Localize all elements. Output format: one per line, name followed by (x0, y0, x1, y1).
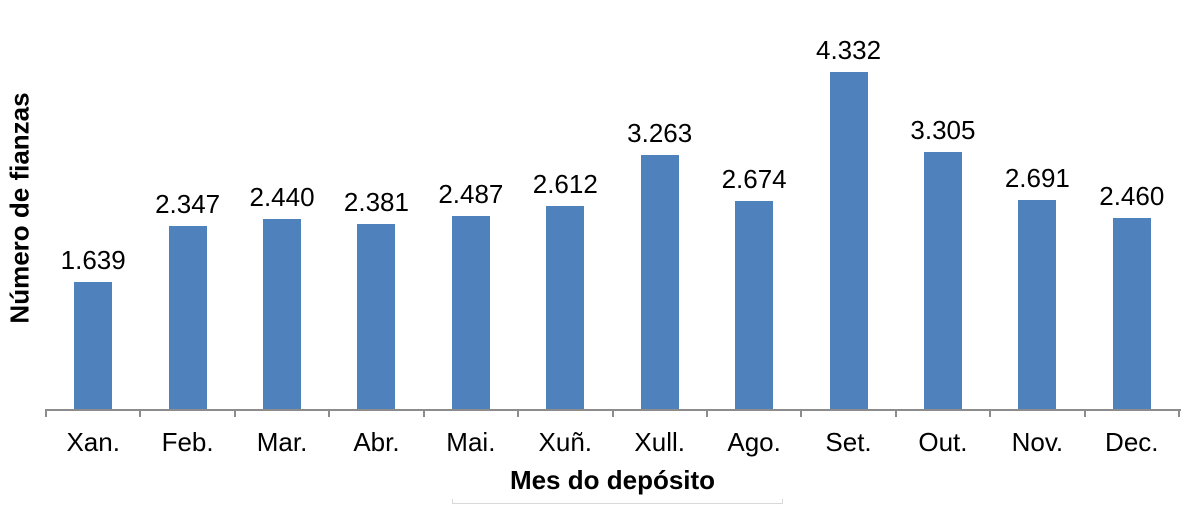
x-axis-tick (139, 409, 142, 417)
bottom-edge-artifact (452, 503, 783, 504)
bar (640, 155, 679, 409)
bar-value-label: 2.487 (438, 178, 504, 209)
bar-value-label: 2.612 (532, 168, 598, 199)
bar-value-label: 2.460 (1099, 180, 1165, 211)
bottom-edge-artifact-tick (782, 499, 783, 504)
bar-value-label: 3.305 (910, 114, 976, 145)
x-axis-tick-label: Nov. (1011, 427, 1064, 457)
x-axis-tick-label: Xan. (66, 427, 120, 457)
bar (74, 281, 113, 409)
x-axis-tick (517, 409, 520, 417)
x-axis-tick (45, 409, 47, 417)
x-axis-tick (894, 409, 897, 417)
bar (168, 226, 207, 409)
x-axis-title: Mes do depósito (509, 465, 716, 495)
x-axis-tick-label: Mar. (256, 427, 308, 457)
x-axis-tick-label: Mai. (446, 427, 496, 457)
x-axis-tick (328, 409, 331, 417)
x-axis-tick-label: Abr. (353, 427, 400, 457)
x-axis-tick-label: Xull. (634, 427, 685, 457)
bar-value-label: 2.440 (249, 182, 315, 213)
bar (1112, 217, 1151, 409)
x-axis-tick-label: Ago. (727, 427, 781, 457)
bar-value-label: 2.381 (343, 186, 409, 217)
x-axis-tick-label: Set. (825, 427, 872, 457)
x-axis-tick (1178, 409, 1180, 417)
x-axis-tick-label: Xuñ. (538, 427, 593, 457)
bar (735, 201, 774, 409)
x-axis-tick (989, 409, 992, 417)
bar (1018, 199, 1057, 409)
bar-value-label: 3.263 (627, 118, 693, 149)
x-axis-line (46, 409, 1181, 411)
bar (546, 205, 585, 409)
x-axis-tick (800, 409, 803, 417)
bar (263, 219, 302, 409)
x-axis-tick-label: Out. (918, 427, 968, 457)
bar-value-label: 2.674 (721, 164, 787, 195)
bottom-edge-artifact-tick (452, 499, 453, 504)
bar-value-label: 1.639 (60, 244, 126, 275)
x-axis-tick-label: Dec. (1105, 427, 1159, 457)
x-axis-tick (422, 409, 425, 417)
x-axis-tick (1083, 409, 1086, 417)
x-axis-tick-label: Feb. (161, 427, 214, 457)
x-axis-tick (705, 409, 708, 417)
y-axis-title: Número de fianzas (4, 92, 35, 324)
bar (451, 215, 490, 409)
bar-value-label: 2.347 (155, 189, 221, 220)
bar-value-label: 4.332 (815, 35, 882, 66)
x-axis-tick (233, 409, 236, 417)
bar-value-label: 2.691 (1004, 162, 1070, 193)
x-axis-tick (611, 409, 614, 417)
bar (829, 72, 868, 409)
bar (357, 223, 396, 409)
bar (923, 151, 962, 409)
